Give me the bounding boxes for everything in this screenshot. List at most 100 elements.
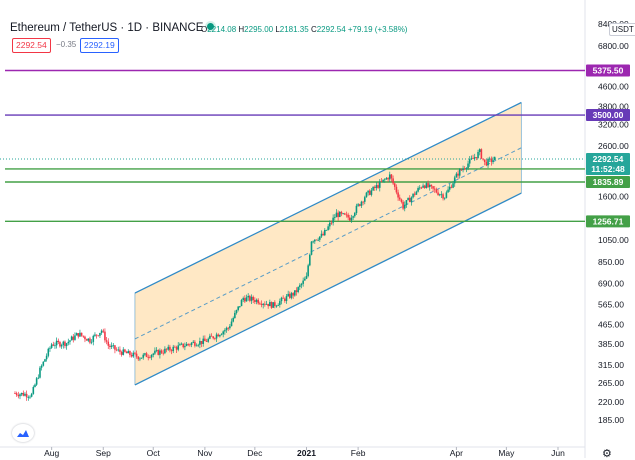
- candle-body: [59, 342, 61, 347]
- candle-body: [129, 351, 131, 356]
- candle-body: [483, 159, 486, 163]
- candle-body: [92, 335, 95, 342]
- candle-body: [60, 345, 63, 347]
- candle-body: [64, 341, 66, 347]
- candle-body: [164, 348, 166, 354]
- candle-body: [405, 200, 408, 205]
- candle-body: [117, 349, 120, 351]
- candle-body: [380, 181, 383, 183]
- time-axis[interactable]: Aug Sep Oct Nov Dec 2021 Feb Apr May Jun: [44, 447, 565, 458]
- candle-body: [325, 229, 328, 231]
- candle-body: [185, 343, 188, 347]
- buy-button[interactable]: 2292.19: [80, 38, 119, 53]
- candle-body: [305, 275, 308, 279]
- parallel-channel[interactable]: [134, 101, 522, 386]
- candle-body: [29, 396, 31, 398]
- candle-body: [55, 340, 58, 346]
- candle-body: [182, 343, 185, 348]
- candle-body: [210, 335, 213, 337]
- candle-body: [169, 346, 171, 351]
- candle-body: [190, 342, 193, 345]
- candle-body: [445, 192, 448, 198]
- candle-body: [465, 168, 468, 169]
- candle-body: [317, 239, 319, 241]
- candle-body: [279, 301, 281, 306]
- candle-body: [408, 197, 411, 203]
- candle-body: [205, 341, 208, 342]
- candle-body: [358, 204, 361, 206]
- y-tick-label: 2600.00: [598, 141, 629, 151]
- candle-body: [207, 338, 210, 342]
- candle-body: [127, 351, 130, 354]
- candle-body: [69, 340, 71, 342]
- candle-body: [292, 293, 294, 296]
- candle-body: [452, 183, 454, 188]
- tradingview-logo[interactable]: [12, 424, 34, 442]
- candle-body: [150, 354, 153, 358]
- candle-body: [39, 367, 41, 378]
- candle-body: [247, 295, 249, 298]
- x-tick-label: May: [498, 448, 515, 458]
- candle-body: [430, 184, 433, 187]
- candle-body: [110, 345, 113, 347]
- candle-body: [370, 190, 373, 195]
- candle-body: [457, 173, 459, 176]
- y-tick-label: 315.00: [598, 360, 624, 370]
- cloud-icon: [17, 430, 29, 437]
- candle-body: [327, 226, 329, 230]
- candle-body: [490, 158, 493, 162]
- candle-body: [90, 341, 93, 343]
- candle-body: [32, 386, 35, 394]
- candle-body: [455, 173, 458, 178]
- candle-body: [342, 213, 344, 215]
- candle-body: [189, 344, 191, 346]
- candle-body: [403, 204, 406, 209]
- candle-body: [199, 340, 201, 345]
- candle-body: [462, 168, 464, 171]
- candle-body: [285, 296, 288, 302]
- candle-body: [375, 185, 378, 189]
- y-tick-label: 185.00: [598, 415, 624, 425]
- candle-body: [65, 343, 68, 347]
- settings-gear-icon[interactable]: ⚙: [602, 448, 612, 460]
- candle-body: [275, 305, 278, 307]
- candle-body: [67, 341, 70, 344]
- candle-body: [355, 205, 358, 214]
- candle-body: [297, 287, 299, 293]
- candle-body: [94, 334, 96, 336]
- candle-body: [357, 204, 359, 206]
- candle-body: [24, 393, 26, 396]
- sell-button[interactable]: 2292.54: [12, 38, 51, 53]
- y-tick-label: 4600.00: [598, 82, 629, 92]
- candle-body: [225, 327, 228, 331]
- channel-upper-line: [134, 101, 522, 294]
- candle-body: [392, 178, 394, 184]
- candle-body: [187, 343, 190, 345]
- candle-body: [50, 344, 53, 348]
- candle-body: [97, 335, 100, 337]
- candle-body: [347, 214, 349, 218]
- candle-body: [334, 217, 336, 219]
- candle-body: [215, 334, 218, 339]
- currency-label[interactable]: USDT: [609, 23, 635, 36]
- x-tick-label: Oct: [147, 448, 161, 458]
- candle-body: [390, 174, 393, 179]
- x-tick-label: Jun: [551, 448, 565, 458]
- candle-body: [85, 339, 88, 341]
- candle-body: [448, 186, 451, 190]
- candle-body: [437, 192, 439, 196]
- candle-body: [209, 335, 211, 339]
- candle-body: [398, 197, 401, 200]
- symbol-title[interactable]: Ethereum / TetherUS · 1D · BINANCE: [10, 22, 220, 34]
- candle-body: [52, 344, 55, 346]
- candle-body: [194, 341, 196, 346]
- candle-body: [34, 384, 36, 387]
- candle-body: [440, 194, 443, 196]
- level-price-label: 3500.00: [593, 110, 624, 120]
- candle-body: [458, 169, 461, 176]
- candle-body: [155, 349, 158, 351]
- last-price-tag: [586, 152, 630, 175]
- candle-body: [395, 186, 398, 193]
- candle-body: [27, 396, 30, 398]
